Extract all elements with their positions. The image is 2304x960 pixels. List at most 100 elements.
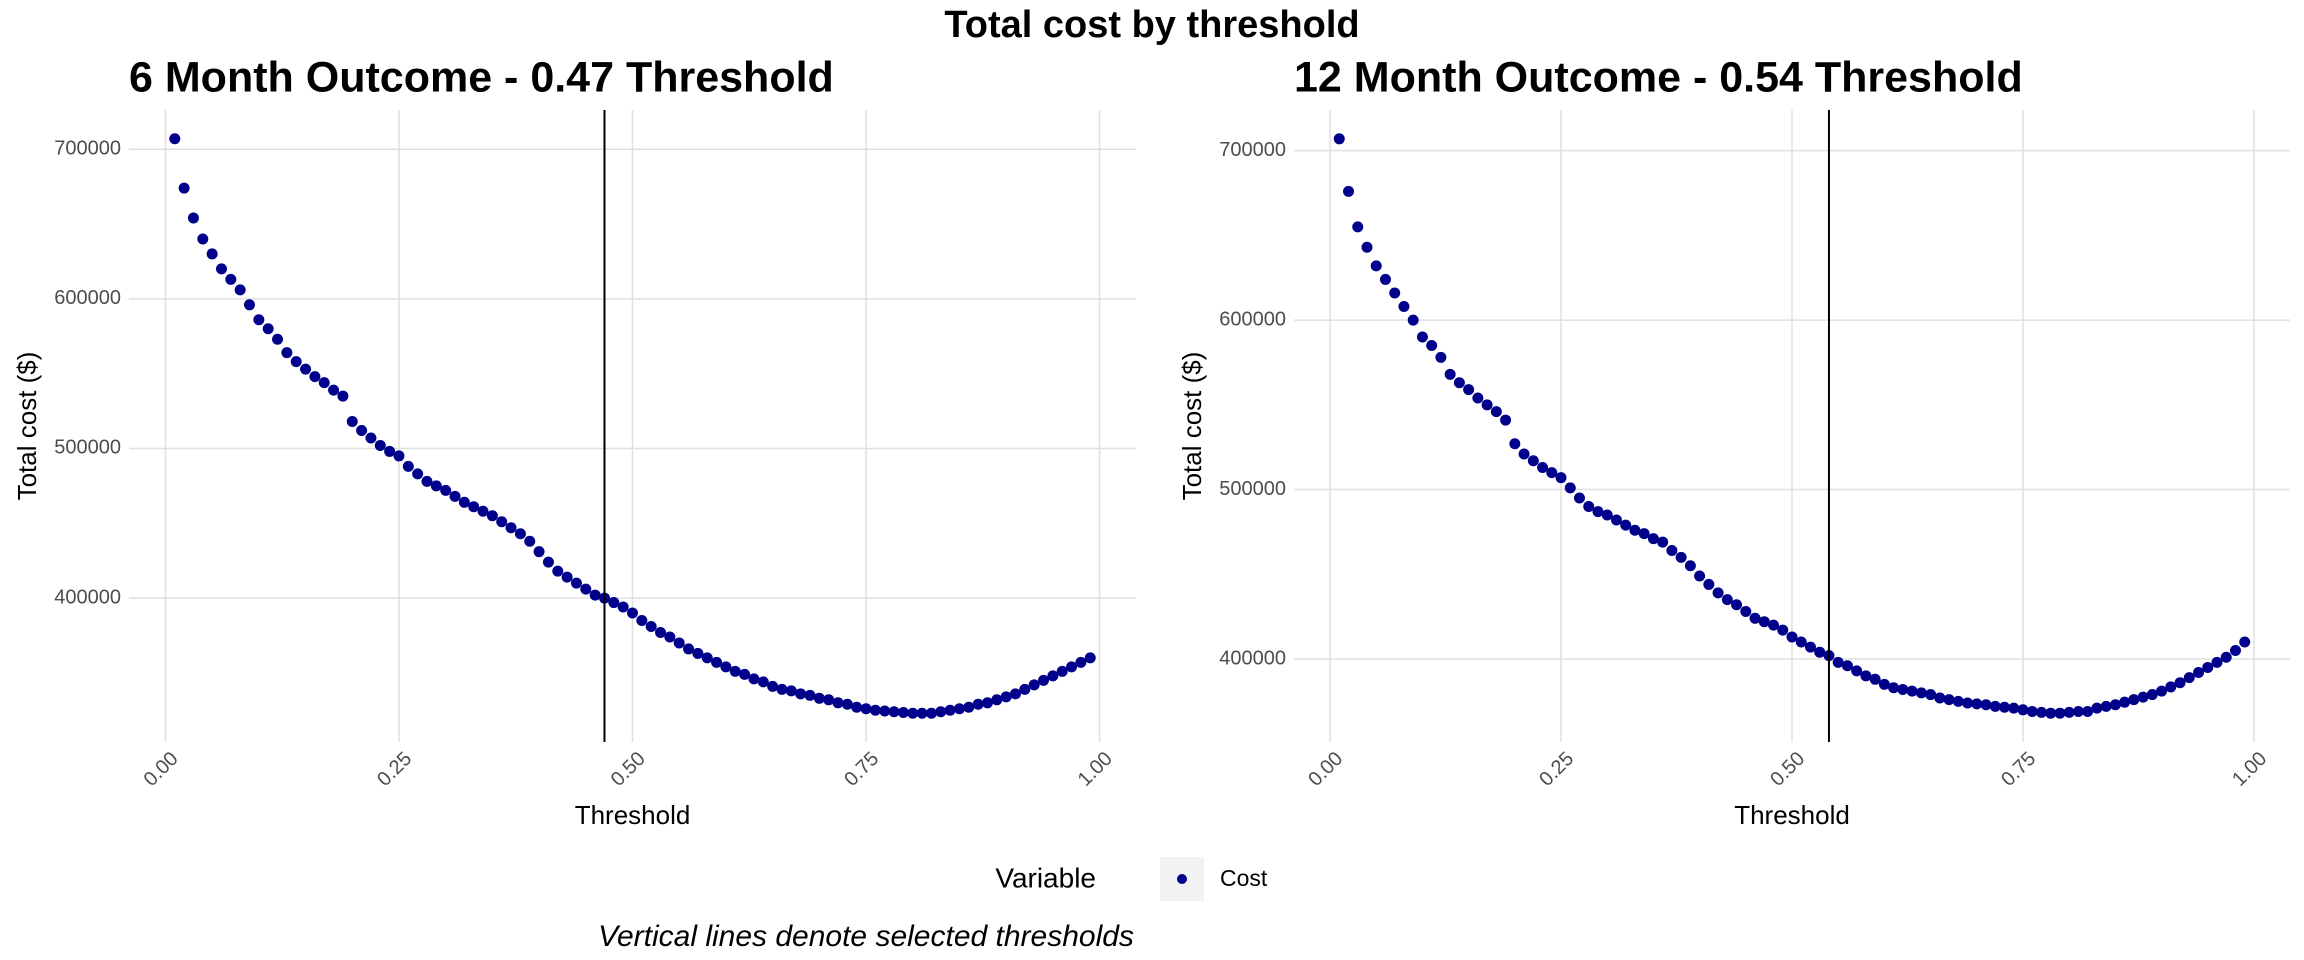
point bbox=[215, 263, 227, 275]
point bbox=[739, 668, 751, 680]
point bbox=[384, 445, 396, 457]
point bbox=[1463, 384, 1475, 396]
point bbox=[2239, 636, 2251, 648]
legend-symbol bbox=[1177, 874, 1187, 884]
point bbox=[1971, 698, 1983, 710]
point bbox=[449, 490, 461, 502]
point bbox=[346, 416, 358, 428]
point bbox=[869, 704, 881, 716]
point bbox=[785, 685, 797, 697]
point bbox=[832, 697, 844, 709]
point bbox=[617, 601, 629, 613]
point bbox=[627, 607, 638, 619]
point bbox=[1925, 689, 1937, 701]
point bbox=[1592, 506, 1604, 518]
point bbox=[748, 673, 760, 685]
x-tick-label: 0.75 bbox=[1997, 748, 2040, 791]
point bbox=[776, 683, 788, 695]
point bbox=[2008, 702, 2020, 714]
point bbox=[1804, 641, 1816, 653]
point bbox=[290, 356, 302, 368]
point bbox=[225, 273, 237, 285]
point bbox=[1564, 482, 1576, 494]
point bbox=[972, 698, 984, 710]
point bbox=[262, 323, 274, 335]
point bbox=[412, 468, 424, 480]
point bbox=[1435, 351, 1447, 363]
x-axis-title: Threshold bbox=[1734, 800, 1850, 830]
point bbox=[2156, 685, 2168, 697]
point bbox=[561, 571, 573, 583]
point bbox=[253, 314, 265, 326]
point bbox=[1333, 133, 1345, 145]
point bbox=[178, 182, 190, 194]
point bbox=[486, 510, 498, 522]
point bbox=[402, 460, 414, 472]
point bbox=[888, 706, 900, 718]
point bbox=[673, 637, 685, 649]
point bbox=[1490, 406, 1502, 418]
point bbox=[1610, 514, 1622, 526]
point bbox=[1888, 682, 1900, 694]
point bbox=[1019, 683, 1031, 695]
x-tick-label: 0.00 bbox=[140, 748, 183, 791]
point bbox=[1546, 467, 1558, 479]
point bbox=[300, 363, 312, 375]
x-tick-label: 0.50 bbox=[1766, 748, 1809, 791]
point bbox=[1573, 492, 1585, 504]
x-tick-label: 1.00 bbox=[1074, 748, 1117, 791]
point bbox=[879, 705, 891, 717]
point bbox=[2063, 706, 2075, 718]
point bbox=[477, 505, 489, 517]
x-tick-label: 1.00 bbox=[2228, 748, 2271, 791]
x-tick-label: 0.50 bbox=[607, 748, 650, 791]
point bbox=[1537, 462, 1549, 474]
point bbox=[1786, 631, 1798, 643]
point bbox=[1675, 551, 1687, 563]
point bbox=[1878, 678, 1890, 690]
point bbox=[1943, 694, 1955, 706]
point bbox=[1343, 185, 1355, 197]
point bbox=[1472, 392, 1484, 404]
point bbox=[524, 535, 536, 547]
point bbox=[720, 661, 732, 673]
point bbox=[2183, 672, 2195, 684]
point bbox=[991, 694, 1003, 706]
point bbox=[701, 652, 713, 664]
y-axis-title: Total cost ($) bbox=[12, 352, 42, 501]
point bbox=[1731, 599, 1743, 611]
point bbox=[309, 371, 321, 383]
point bbox=[1629, 524, 1641, 536]
panel-title: 12 Month Outcome - 0.54 Threshold bbox=[1294, 53, 2023, 101]
point bbox=[2119, 696, 2131, 708]
point bbox=[1500, 414, 1512, 426]
point bbox=[1915, 687, 1927, 699]
point bbox=[1000, 691, 1012, 703]
x-axis-title: Threshold bbox=[575, 800, 691, 830]
point bbox=[1398, 301, 1410, 313]
point bbox=[823, 694, 835, 706]
point bbox=[542, 556, 554, 568]
point bbox=[1684, 560, 1696, 572]
point bbox=[2100, 700, 2112, 712]
point bbox=[636, 615, 648, 627]
point bbox=[281, 347, 293, 359]
point bbox=[1509, 438, 1521, 450]
point bbox=[318, 377, 330, 389]
point bbox=[2091, 702, 2103, 714]
point bbox=[570, 577, 582, 589]
y-tick-label: 500000 bbox=[54, 437, 121, 459]
point bbox=[356, 424, 368, 436]
point bbox=[925, 707, 937, 719]
x-tick-label: 0.75 bbox=[840, 748, 883, 791]
point bbox=[1009, 688, 1021, 700]
point bbox=[505, 522, 517, 534]
point bbox=[683, 643, 695, 655]
point bbox=[2026, 706, 2038, 718]
point bbox=[421, 475, 433, 487]
point bbox=[1999, 701, 2011, 713]
point bbox=[1860, 670, 1872, 682]
point bbox=[1832, 656, 1844, 668]
point bbox=[897, 707, 909, 719]
